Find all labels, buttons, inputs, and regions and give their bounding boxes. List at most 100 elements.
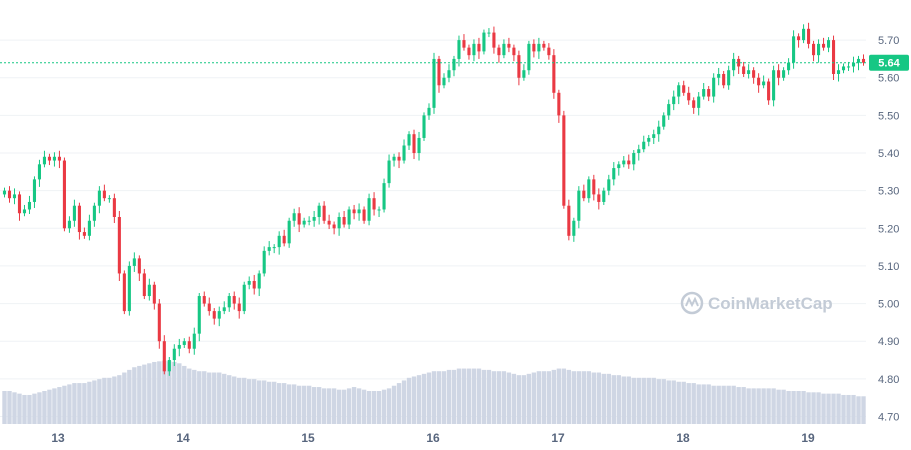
candle — [612, 162, 616, 186]
candle-body — [807, 28, 811, 44]
candle-body — [527, 43, 531, 71]
candle — [387, 154, 391, 188]
candle-body — [826, 40, 831, 48]
volume-bar — [276, 383, 282, 424]
candle — [102, 184, 106, 202]
volume-bar — [566, 369, 572, 424]
candle — [187, 336, 191, 354]
candle — [822, 37, 826, 51]
volume-bar — [366, 391, 372, 424]
candle-body — [202, 296, 206, 304]
volume-bar — [546, 371, 552, 424]
volume-bar — [591, 372, 597, 424]
candle-body — [627, 160, 631, 165]
candle-body — [372, 198, 376, 210]
volume-bar — [861, 396, 866, 424]
candle — [562, 110, 566, 209]
candle-body — [197, 296, 201, 334]
candle-body — [632, 153, 636, 165]
candle-body — [247, 280, 251, 285]
candle-body — [452, 58, 456, 71]
candle — [457, 35, 461, 67]
candle — [826, 37, 831, 53]
candle-body — [427, 107, 431, 116]
candle-body — [37, 164, 42, 180]
volume-bar — [821, 393, 826, 424]
candle — [812, 40, 816, 62]
candle-body — [727, 70, 731, 86]
volume-bar — [511, 373, 517, 424]
volume-bar — [516, 375, 522, 424]
candle-body — [357, 209, 361, 214]
y-tick-label: 5.30 — [878, 186, 899, 198]
candle — [142, 268, 146, 300]
volume-bar — [581, 371, 587, 424]
volume-bar — [82, 383, 87, 424]
candle — [472, 39, 476, 62]
candle — [97, 186, 101, 214]
candle — [607, 174, 611, 196]
candle — [537, 37, 541, 59]
volume-bar — [376, 391, 382, 424]
candle-body — [722, 73, 726, 86]
volume-bar — [117, 375, 122, 424]
candle-body — [182, 341, 186, 345]
candle-body — [662, 115, 666, 127]
candle — [652, 129, 656, 144]
candle-body — [382, 183, 386, 210]
candle — [317, 202, 321, 225]
candle — [382, 178, 386, 213]
candle-body — [861, 58, 866, 63]
candle-body — [52, 156, 56, 161]
y-tick-label: 5.20 — [878, 223, 899, 235]
candle-body — [652, 134, 656, 138]
volume-bar — [147, 363, 152, 424]
candle-body — [597, 194, 601, 202]
candle-body — [532, 43, 536, 52]
volume-bar — [481, 369, 487, 424]
candle-body — [817, 43, 821, 56]
x-tick-label: 19 — [801, 431, 815, 445]
candle-body — [207, 303, 211, 312]
candle — [577, 186, 581, 229]
volume-bar — [291, 384, 297, 424]
candle — [682, 80, 686, 96]
candle-body — [127, 265, 131, 312]
candle-body — [517, 55, 521, 78]
candle — [432, 52, 436, 114]
volume-bar — [636, 377, 641, 424]
candle — [737, 55, 741, 74]
x-tick-label: 15 — [301, 431, 315, 445]
candle-body — [512, 47, 516, 56]
candle-body — [637, 149, 641, 154]
candle-body — [762, 81, 766, 86]
candle-body — [342, 217, 346, 225]
volume-bar — [806, 392, 811, 424]
candle-body — [602, 190, 606, 202]
candle-body — [97, 190, 101, 206]
volume-bar — [172, 361, 177, 424]
volume-bar — [616, 375, 621, 424]
volume-bar — [686, 383, 691, 424]
volume-bar — [197, 371, 202, 424]
candle — [402, 139, 406, 164]
candle — [567, 199, 571, 241]
candle — [82, 227, 86, 239]
candle — [232, 291, 236, 310]
y-tick-label: 4.80 — [878, 374, 899, 386]
candle-body — [377, 209, 381, 211]
candle — [322, 201, 326, 224]
candle-body — [677, 85, 681, 97]
volume-bar — [491, 371, 497, 424]
candle — [7, 186, 12, 203]
candle-body — [337, 217, 341, 229]
candle — [841, 63, 846, 74]
volume-bar — [12, 392, 17, 424]
candle — [127, 261, 131, 316]
candle-body — [327, 220, 331, 225]
candle-body — [582, 190, 586, 199]
x-tick-label: 18 — [676, 431, 690, 445]
volume-bar — [711, 385, 716, 424]
candle-body — [122, 273, 126, 312]
candle — [787, 58, 791, 75]
